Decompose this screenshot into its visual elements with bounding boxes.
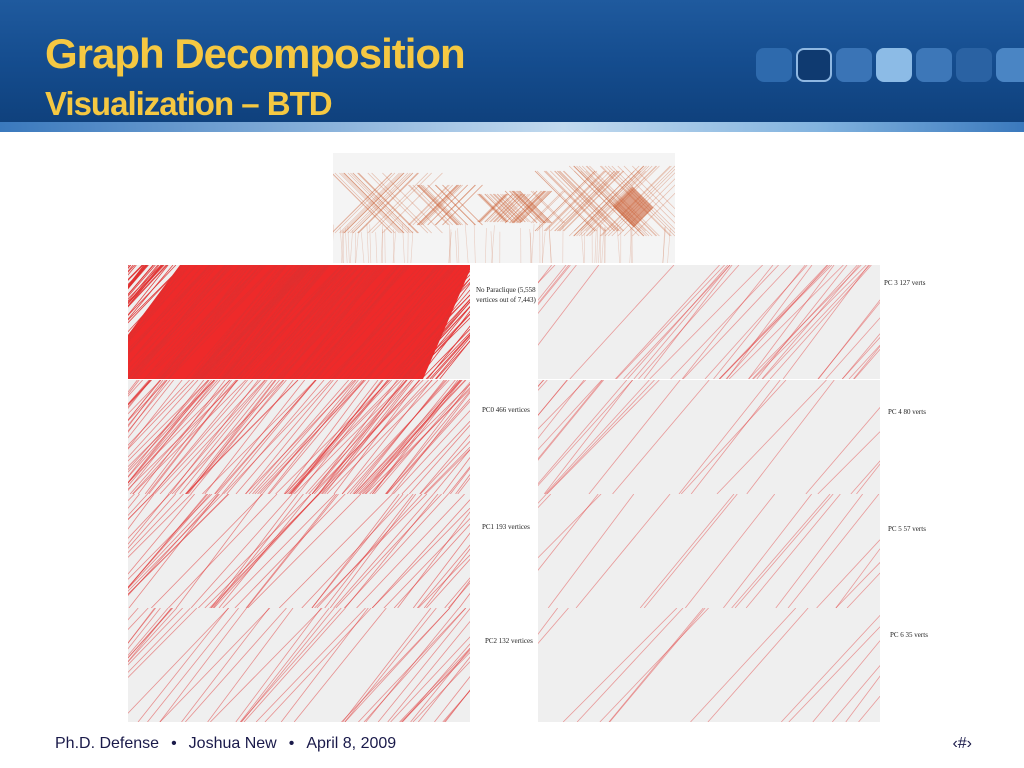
footer-event: Ph.D. Defense: [55, 735, 160, 752]
slide-number: ‹#›: [952, 735, 972, 752]
deco-square: [916, 48, 952, 82]
diagonal-lines: [538, 608, 880, 722]
diagonal-lines: [538, 380, 880, 494]
diagonal-lines: [538, 494, 880, 608]
diagonal-lines: [538, 265, 880, 379]
panel-pc4: [538, 380, 880, 494]
panel-pc0: [128, 380, 470, 494]
footer-separator: •: [288, 735, 295, 752]
panel-label-no-paraclique: No Paraclique (5,558 vertices out of 7,4…: [476, 286, 536, 304]
panel-label-pc2: PC2 132 vertices: [485, 637, 533, 645]
panel-pc3: [538, 265, 880, 379]
panel-label-pc0: PC0 466 vertices: [482, 406, 530, 414]
deco-square: [996, 48, 1024, 82]
footer: Ph.D. Defense • Joshua New • April 8, 2009: [55, 735, 396, 753]
deco-square: [956, 48, 992, 82]
deco-square: [756, 48, 792, 82]
deco-square: [876, 48, 912, 82]
diagonal-lines: [128, 608, 470, 722]
slide-subtitle: Visualization – BTD: [45, 85, 333, 122]
diagonal-lines: [128, 265, 470, 379]
deco-square: [836, 48, 872, 82]
panel-label-pc4: PC 4 80 verts: [888, 408, 926, 416]
panel-pc5: [538, 494, 880, 608]
panel-label-pc6: PC 6 35 verts: [890, 631, 928, 639]
panel-no-paraclique: [128, 265, 470, 379]
panel-pc6: [538, 608, 880, 722]
panel-label-pc3: PC 3 127 verts: [884, 279, 926, 287]
matrix-overview-image: [333, 153, 675, 263]
panel-label-pc5: PC 5 57 verts: [888, 525, 926, 533]
deco-square: [796, 48, 832, 82]
title-bar: Graph Decomposition Visualization – BTD: [0, 0, 1024, 132]
slide-title: Graph Decomposition: [45, 30, 466, 77]
panel-pc2: [128, 608, 470, 722]
footer-date: April 8, 2009: [306, 735, 397, 752]
panel-label-pc1: PC1 193 vertices: [482, 523, 530, 531]
footer-author: Joshua New: [188, 735, 277, 752]
diagonal-lines: [128, 494, 470, 608]
panel-pc1: [128, 494, 470, 608]
diagonal-lines: [128, 380, 470, 494]
footer-separator: •: [171, 735, 177, 752]
